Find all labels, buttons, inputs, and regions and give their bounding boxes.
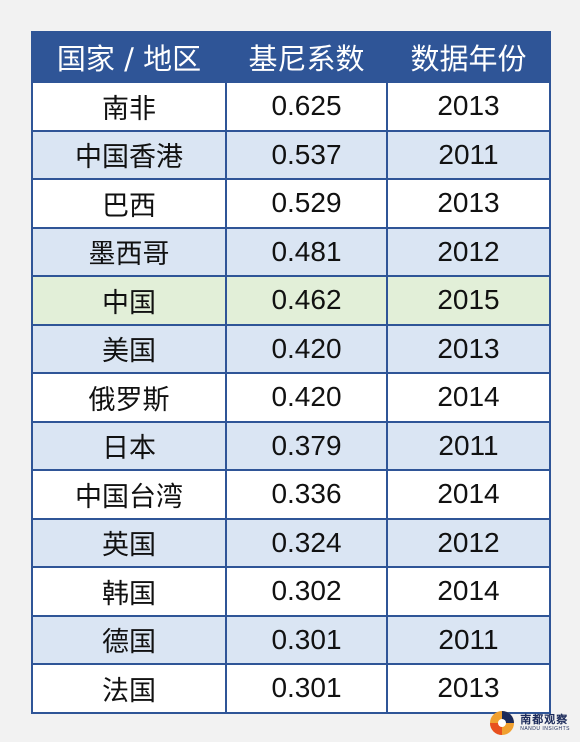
table-header-row: 国家 / 地区 基尼系数 数据年份 xyxy=(31,31,551,83)
cell-gini: 0.529 xyxy=(225,178,388,229)
cell-gini: 0.420 xyxy=(225,323,388,374)
cell-region: 中国 xyxy=(31,275,227,326)
cell-region: 法国 xyxy=(31,663,227,714)
table-row: 美国 0.420 2013 xyxy=(31,323,551,374)
cell-year: 2012 xyxy=(386,226,551,277)
cell-region: 墨西哥 xyxy=(31,226,227,277)
table-row: 英国 0.324 2012 xyxy=(31,517,551,568)
cell-gini: 0.301 xyxy=(225,663,388,714)
column-header-gini: 基尼系数 xyxy=(225,31,388,83)
table-row: 巴西 0.529 2013 xyxy=(31,178,551,229)
table-row: 墨西哥 0.481 2012 xyxy=(31,226,551,277)
column-header-year: 数据年份 xyxy=(386,31,551,83)
gini-table: 国家 / 地区 基尼系数 数据年份 南非 0.625 2013 中国香港 0.537 20… xyxy=(31,31,551,714)
cell-year: 2012 xyxy=(386,517,551,568)
logo-subtitle: NANDU INSIGHTS xyxy=(520,726,570,732)
cell-gini: 0.379 xyxy=(225,420,388,471)
cell-gini: 0.462 xyxy=(225,275,388,326)
table-row: 中国香港 0.537 2011 xyxy=(31,129,551,180)
table-row: 俄罗斯 0.420 2014 xyxy=(31,372,551,423)
cell-year: 2014 xyxy=(386,372,551,423)
cell-year: 2011 xyxy=(386,420,551,471)
cell-year: 2014 xyxy=(386,469,551,520)
cell-region: 巴西 xyxy=(31,178,227,229)
cell-region: 中国台湾 xyxy=(31,469,227,520)
gini-table-container: 国家 / 地区 基尼系数 数据年份 南非 0.625 2013 中国香港 0.537 20… xyxy=(31,31,551,714)
cell-region: 美国 xyxy=(31,323,227,374)
cell-year: 2014 xyxy=(386,566,551,617)
cell-year: 2013 xyxy=(386,663,551,714)
cell-region: 英国 xyxy=(31,517,227,568)
table-body: 南非 0.625 2013 中国香港 0.537 2011 巴西 0.529 2013 墨西哥 0.… xyxy=(31,81,551,714)
table-row: 南非 0.625 2013 xyxy=(31,81,551,132)
cell-year: 2011 xyxy=(386,129,551,180)
cell-gini: 0.420 xyxy=(225,372,388,423)
cell-year: 2013 xyxy=(386,81,551,132)
cell-region: 德国 xyxy=(31,614,227,665)
table-row: 中国台湾 0.336 2014 xyxy=(31,469,551,520)
cell-region: 韩国 xyxy=(31,566,227,617)
table-row: 德国 0.301 2011 xyxy=(31,614,551,665)
cell-gini: 0.537 xyxy=(225,129,388,180)
cell-gini: 0.302 xyxy=(225,566,388,617)
cell-region: 日本 xyxy=(31,420,227,471)
cell-year: 2013 xyxy=(386,178,551,229)
cell-year: 2013 xyxy=(386,323,551,374)
table-row: 日本 0.379 2011 xyxy=(31,420,551,471)
table-row: 法国 0.301 2013 xyxy=(31,663,551,714)
cell-region: 俄罗斯 xyxy=(31,372,227,423)
cell-year: 2015 xyxy=(386,275,551,326)
nandu-logo-mark-icon xyxy=(488,709,516,737)
cell-gini: 0.336 xyxy=(225,469,388,520)
cell-gini: 0.301 xyxy=(225,614,388,665)
table-row: 中国 0.462 2015 xyxy=(31,275,551,326)
column-header-region: 国家 / 地区 xyxy=(31,31,227,83)
cell-year: 2011 xyxy=(386,614,551,665)
nandu-logo: 南都观察 NANDU INSIGHTS xyxy=(488,708,570,738)
cell-region: 南非 xyxy=(31,81,227,132)
cell-region: 中国香港 xyxy=(31,129,227,180)
cell-gini: 0.481 xyxy=(225,226,388,277)
logo-name: 南都观察 xyxy=(520,713,569,726)
cell-gini: 0.324 xyxy=(225,517,388,568)
cell-gini: 0.625 xyxy=(225,81,388,132)
table-row: 韩国 0.302 2014 xyxy=(31,566,551,617)
